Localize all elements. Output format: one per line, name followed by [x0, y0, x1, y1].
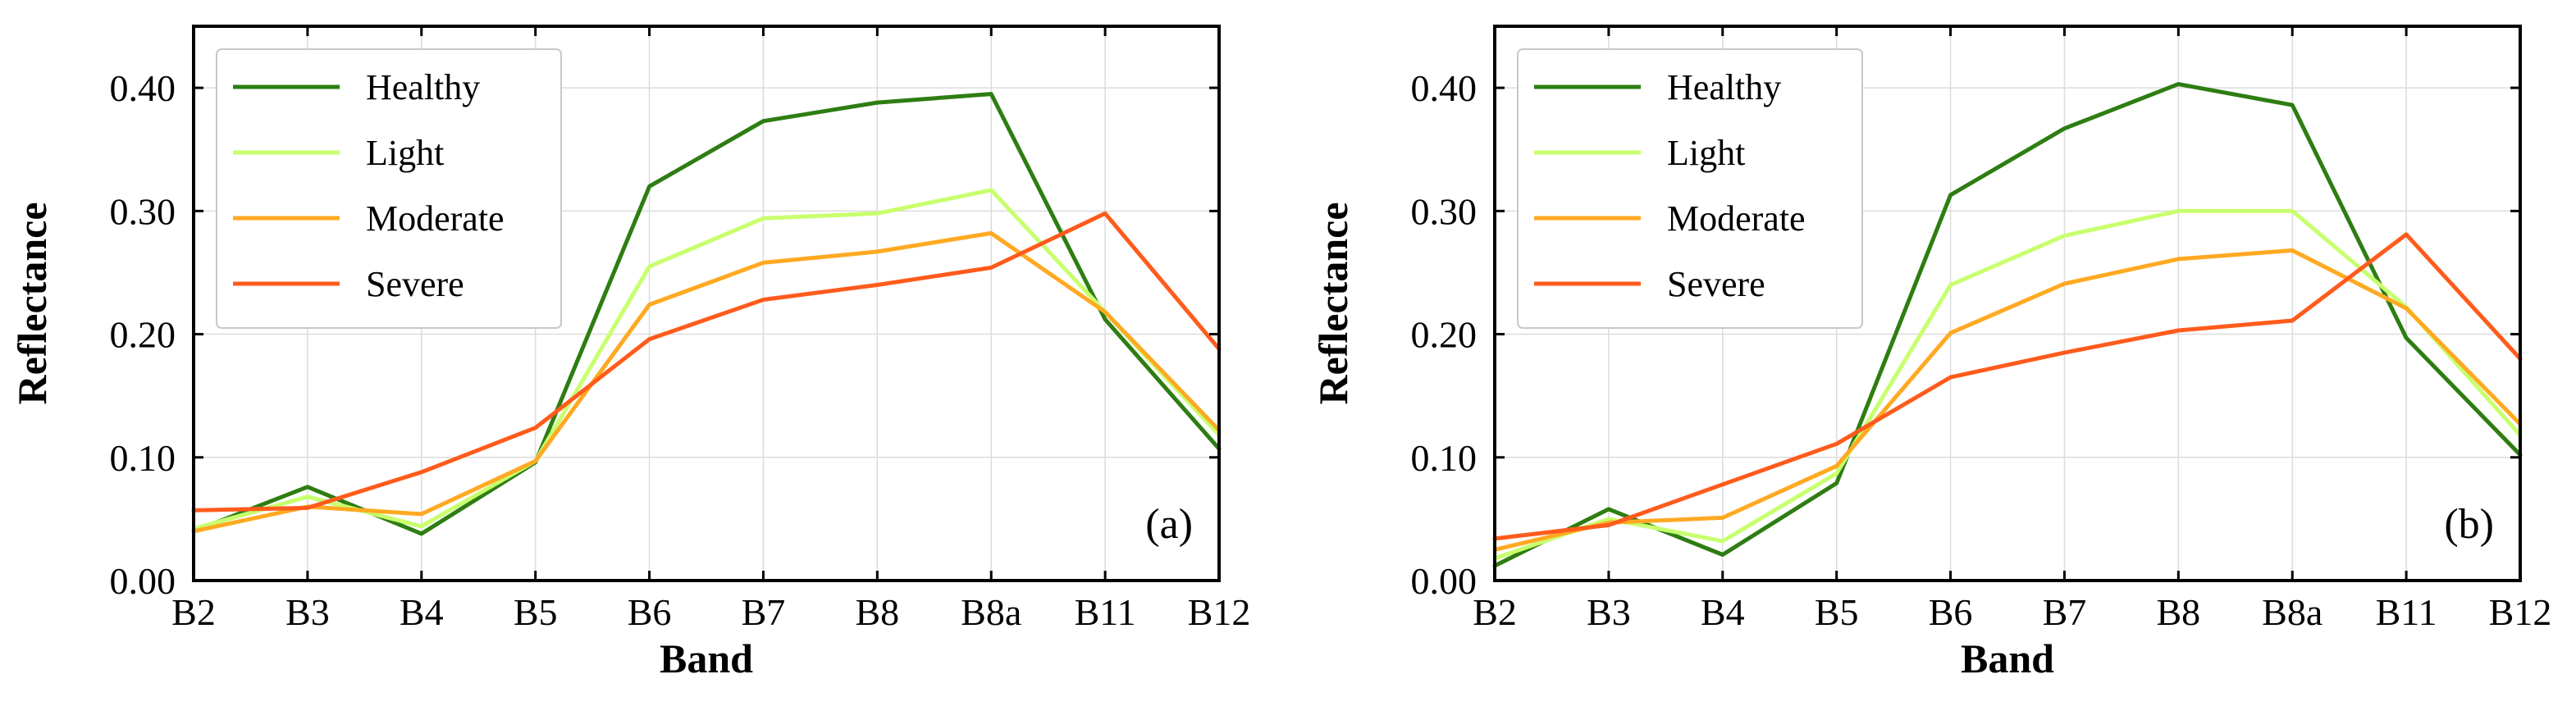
x-tick-label: B5	[514, 591, 558, 633]
legend-label-moderate: Moderate	[1667, 198, 1806, 239]
x-tick-label: B3	[1587, 591, 1631, 633]
legend-label-severe: Severe	[366, 264, 464, 304]
series-line-moderate	[191, 230, 1222, 534]
x-tick-label: B12	[1188, 591, 1251, 633]
x-tick-label: B8	[2156, 591, 2200, 633]
x-tick-label: B6	[1929, 591, 1973, 633]
legend: Healthy Light Moderate Severe	[216, 48, 562, 329]
y-tick-label: 0.30	[110, 190, 176, 232]
panel-label: (a)	[1145, 501, 1193, 548]
y-tick-label: 0.40	[1411, 67, 1478, 109]
series-line-severe	[1492, 232, 2523, 541]
x-tick-label: B6	[628, 591, 672, 633]
y-tick-label: 0.20	[110, 314, 176, 356]
y-tick-label: 0.30	[1411, 190, 1478, 232]
legend-label-light: Light	[366, 133, 444, 173]
x-axis-title: Band	[1961, 635, 2054, 681]
legend-label-severe: Severe	[1667, 264, 1765, 304]
chart-panel-a: B2 B3 B4 B5 B6 B7 B8 B8a B11 B12 0.00 0.10 0.20 0.30 0…	[9, 25, 1251, 681]
x-tick-label: B3	[285, 591, 330, 633]
chart-panel-b: B2 B3 B4 B5 B6 B7 B8 B8a B11 B12 0.00 0.10 0.20 0.30 0…	[1310, 25, 2552, 681]
x-tick-label: B7	[742, 591, 786, 633]
plot-frame	[192, 25, 1221, 582]
legend: Healthy Light Moderate Severe	[1517, 48, 1863, 329]
x-tick-label: B7	[2043, 591, 2087, 633]
x-tick-label: B8	[855, 591, 899, 633]
y-tick-label: 0.00	[110, 560, 176, 602]
x-tick-label: B4	[400, 591, 444, 633]
x-tick-label: B11	[2376, 591, 2437, 633]
y-tick-label: 0.10	[110, 437, 176, 479]
y-tick-label: 0.40	[110, 67, 176, 109]
legend-label-healthy: Healthy	[1667, 67, 1781, 107]
plot-frame	[1493, 25, 2522, 582]
y-axis-title: Reflectance	[1310, 202, 1356, 404]
x-tick-label: B4	[1701, 591, 1745, 633]
x-tick-label: B8a	[961, 591, 1021, 633]
x-tick-label: B8a	[2262, 591, 2323, 633]
series-line-severe	[191, 211, 1222, 512]
legend-box	[1517, 48, 1863, 329]
panel-label: (b)	[2444, 501, 2494, 548]
y-tick-label: 0.00	[1411, 560, 1478, 602]
y-axis-title: Reflectance	[9, 202, 55, 404]
legend-label-light: Light	[1667, 133, 1745, 173]
y-tick-label: 0.20	[1411, 314, 1478, 356]
x-tick-label: B2	[1473, 591, 1517, 633]
legend-box	[216, 48, 562, 329]
legend-label-healthy: Healthy	[366, 67, 480, 107]
x-tick-label: B12	[2489, 591, 2552, 633]
legend-label-moderate: Moderate	[366, 198, 505, 239]
x-tick-label: B5	[1815, 591, 1859, 633]
x-axis-title: Band	[660, 635, 753, 681]
x-tick-label: B11	[1075, 591, 1136, 633]
y-tick-label: 0.10	[1411, 437, 1478, 479]
x-tick-label: B2	[171, 591, 216, 633]
series-line-light	[1492, 208, 2523, 561]
